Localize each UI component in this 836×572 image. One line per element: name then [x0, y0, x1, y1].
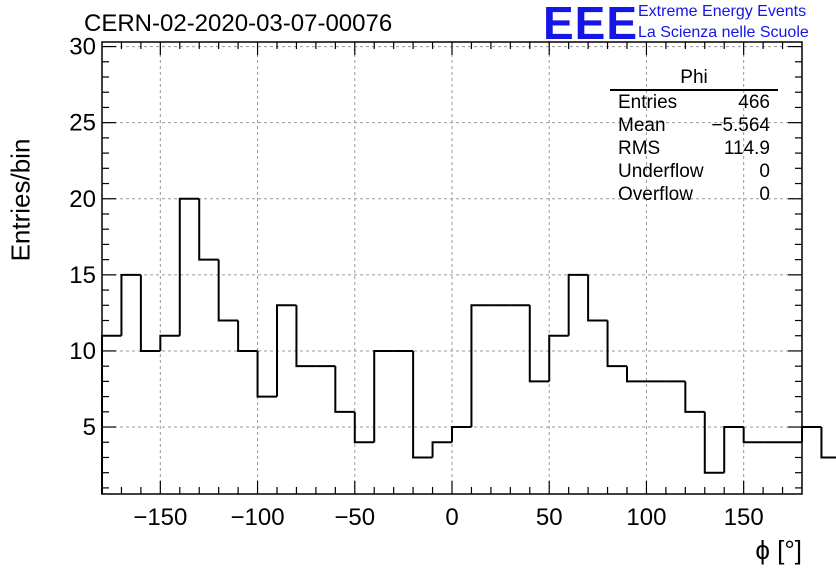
histogram-bin — [237, 320, 258, 352]
histogram-bin — [101, 334, 122, 494]
histogram-bin — [703, 411, 725, 474]
stats-box-title: Phi — [610, 66, 778, 91]
x-tick-label: −100 — [231, 504, 285, 531]
stats-box: Phi Entries 466 Mean −5.564 RMS 114.9 Un… — [610, 66, 778, 206]
axis-ticks — [102, 42, 802, 494]
stats-row-entries: Entries 466 — [610, 91, 778, 114]
x-tick-label: 100 — [626, 504, 666, 531]
stats-value: 466 — [738, 92, 770, 113]
histogram-bin — [451, 426, 472, 443]
histogram-bin — [334, 366, 355, 413]
histogram-bin — [548, 334, 569, 382]
y-tick-label: 30 — [69, 34, 96, 61]
histogram-bin — [217, 259, 239, 322]
y-tick-label: 25 — [69, 110, 96, 137]
histogram-bin — [820, 427, 836, 459]
stats-label: Overflow — [618, 184, 693, 205]
x-tick-label: −50 — [334, 504, 375, 531]
histogram-bin — [353, 411, 375, 444]
x-tick-label: −150 — [133, 504, 187, 531]
stats-label: Entries — [618, 92, 678, 113]
stats-row-rms: RMS 114.9 — [610, 137, 778, 160]
logo-caption-line2: La Scienza nelle Scuole — [638, 24, 809, 41]
histogram-bin — [198, 198, 219, 261]
histogram-bin — [801, 426, 822, 443]
histogram-bin — [295, 305, 316, 368]
x-axis-label: ϕ [°] — [755, 535, 802, 565]
x-tick-label: 50 — [536, 504, 563, 531]
y-axis-label: Entries/bin — [4, 110, 38, 290]
histogram-bin — [587, 274, 608, 322]
histogram-bin — [373, 349, 394, 443]
y-tick-label: 10 — [69, 338, 96, 365]
stats-label: Mean — [618, 115, 666, 136]
histogram-bin — [412, 350, 433, 459]
histogram-bin — [276, 304, 297, 397]
histogram-bin — [742, 427, 764, 444]
histogram-bin — [431, 441, 452, 458]
histogram-bin — [567, 273, 589, 336]
histogram-bin — [139, 274, 161, 352]
histogram-bin — [606, 320, 627, 368]
y-tick-label: 5 — [83, 414, 96, 441]
histogram-bin — [528, 305, 550, 383]
histogram-bins — [101, 197, 836, 494]
stats-value: 114.9 — [723, 138, 770, 159]
y-tick-label: 15 — [69, 262, 96, 289]
y-tick-label: 20 — [69, 186, 96, 213]
x-tick-label: 0 — [445, 504, 458, 531]
stats-row-underflow: Underflow 0 — [610, 160, 778, 183]
histogram-bin — [159, 334, 180, 351]
eee-logo: EEE — [543, 0, 639, 49]
histogram-bin — [178, 197, 200, 336]
stats-value: 0 — [759, 161, 770, 182]
stats-label: Underflow — [618, 161, 704, 182]
histogram-bin — [626, 366, 647, 383]
stats-row-overflow: Overflow 0 — [610, 183, 778, 206]
histogram-bin — [120, 273, 141, 336]
x-tick-label: 150 — [724, 504, 764, 531]
y-axis-label-text: Entries/bin — [5, 138, 36, 262]
histogram-bin — [684, 381, 705, 413]
run-title: CERN-02-2020-03-07-00076 — [84, 10, 393, 37]
histogram-bin — [470, 304, 491, 428]
histogram-bin — [723, 426, 744, 473]
logo-caption-line1: Extreme Energy Events — [638, 3, 807, 20]
stats-value: 0 — [759, 184, 770, 205]
stats-label: RMS — [618, 138, 661, 159]
axis-tick-labels: −150 −100 −50 0 50 100 150 5 10 15 20 25 30 — [69, 34, 763, 531]
stats-value: −5.564 — [711, 115, 770, 136]
stats-row-mean: Mean −5.564 — [610, 114, 778, 137]
histogram-bin — [256, 350, 277, 398]
